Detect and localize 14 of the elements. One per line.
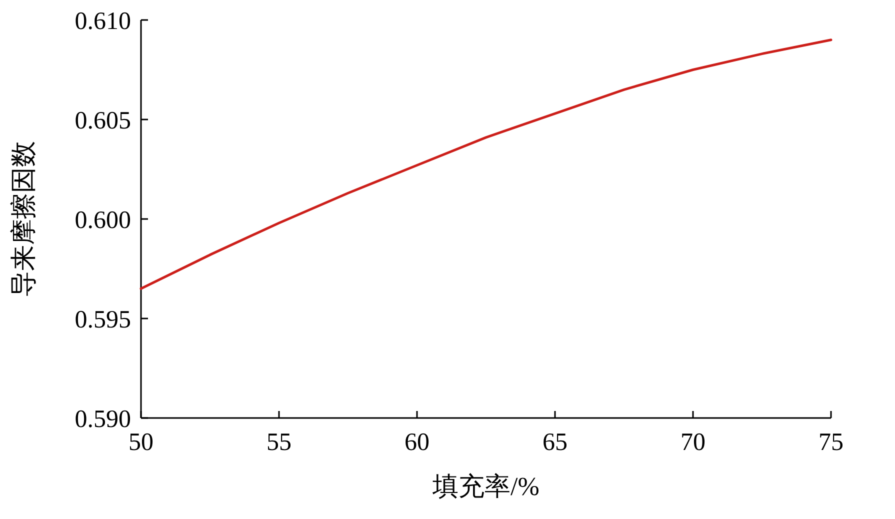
line-series [140,38,832,290]
x-tick-label: 60 [404,429,430,456]
y-tick-label: 0.590 [74,406,131,433]
y-tick-label: 0.595 [74,306,131,334]
x-tick-label: 55 [266,429,292,456]
y-axis-title: 导来摩擦因数 [9,141,38,297]
x-tick-label: 75 [818,429,844,456]
x-tick-label: 50 [128,429,154,456]
x-tick-label: 65 [542,429,568,456]
x-tick-label: 70 [680,429,706,456]
y-tick-label: 0.605 [74,108,131,134]
x-axis-title: 填充率/% [432,472,540,501]
y-tick-label: 0.610 [74,8,131,35]
y-tick-label: 0.600 [74,207,131,234]
